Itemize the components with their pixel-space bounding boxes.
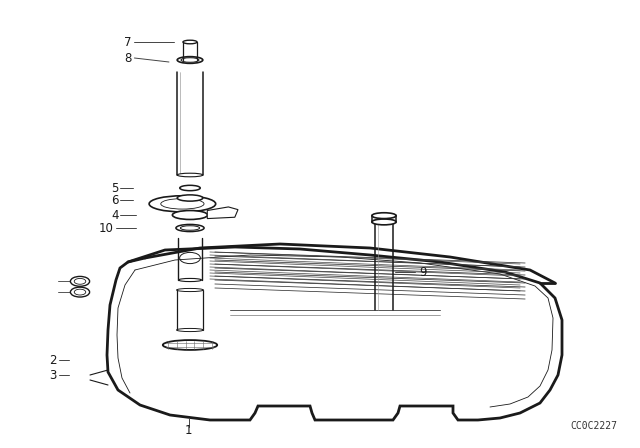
Text: 1: 1	[185, 423, 193, 436]
Ellipse shape	[177, 56, 203, 63]
Text: 8: 8	[124, 52, 131, 65]
Ellipse shape	[172, 211, 207, 220]
Ellipse shape	[70, 287, 90, 297]
Ellipse shape	[372, 219, 396, 225]
Ellipse shape	[180, 185, 200, 191]
Text: 3: 3	[49, 369, 56, 382]
Ellipse shape	[177, 195, 203, 201]
Polygon shape	[107, 247, 562, 420]
Ellipse shape	[70, 276, 90, 286]
Ellipse shape	[183, 40, 197, 44]
Text: 2: 2	[49, 353, 56, 366]
Ellipse shape	[149, 196, 216, 212]
Text: 6: 6	[111, 194, 118, 207]
Text: 5: 5	[111, 181, 118, 194]
Ellipse shape	[177, 328, 204, 332]
Text: 10: 10	[99, 221, 114, 234]
Text: 4: 4	[111, 208, 118, 221]
Ellipse shape	[176, 224, 204, 232]
Ellipse shape	[179, 278, 202, 282]
Text: CC0C2227: CC0C2227	[571, 421, 618, 431]
Text: 9: 9	[419, 266, 427, 279]
Ellipse shape	[372, 213, 396, 219]
Ellipse shape	[177, 173, 203, 177]
Polygon shape	[207, 207, 238, 219]
Ellipse shape	[177, 289, 204, 292]
Ellipse shape	[163, 340, 217, 350]
Text: 7: 7	[124, 35, 131, 48]
